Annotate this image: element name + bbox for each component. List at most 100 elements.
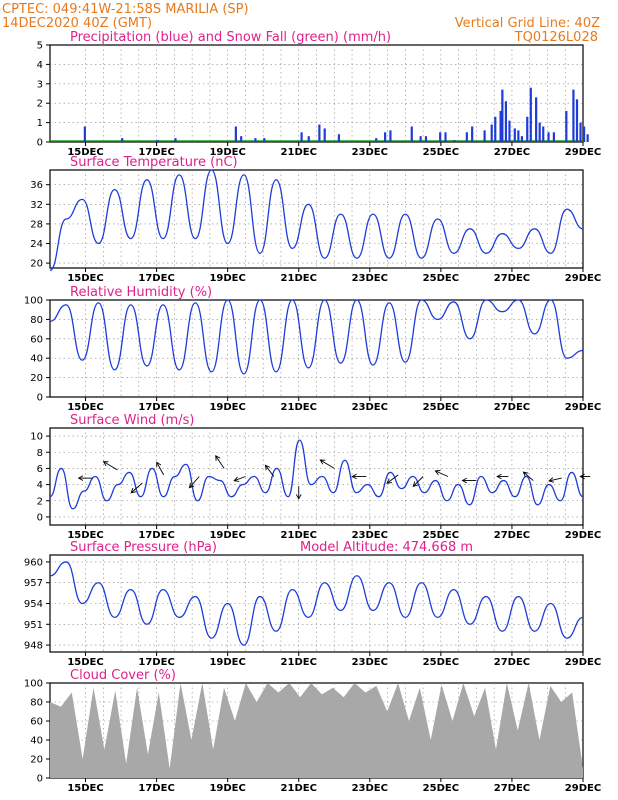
x-tick-label: 17DEC [138,273,174,284]
precip-bar [547,132,550,142]
panel-5: Surface Pressure (hPa) Model Altitude: 47… [24,540,601,668]
x-tick-label: 15DEC [67,783,103,794]
y-tick-label: 100 [24,296,43,307]
x-tick-label: 17DEC [138,657,174,668]
x-tick-label: 17DEC [138,783,174,794]
wind-arrow-head [295,494,302,500]
series-line [49,299,584,375]
precip-bar [254,138,257,142]
wind-arrow [386,474,399,484]
precip-bar [471,126,474,142]
y-tick-label: 0 [37,393,43,404]
wind-arrow-head [461,477,468,484]
wind-arrow [130,482,143,494]
panel-title: Precipitation (blue) and Snow Fall (gree… [70,30,391,45]
grid-note: Vertical Grid Line: 40Z [455,16,600,31]
precip-bar [384,132,387,142]
precip-bar [501,89,504,142]
x-tick-label: 29DEC [565,783,601,794]
x-tick-label: 23DEC [352,783,388,794]
x-tick-label: 25DEC [423,273,459,284]
x-tick-label: 17DEC [138,147,174,158]
x-tick-label: 15DEC [67,147,103,158]
y-tick-label: 2 [37,99,43,110]
y-tick-label: 36 [30,180,43,191]
precip-bar [513,128,516,142]
cloud-area [50,683,583,778]
wind-arrow [265,465,275,477]
wind-arrow [548,477,562,482]
x-tick-label: 19DEC [209,657,245,668]
precip-bar [504,101,508,142]
x-tick-label: 27DEC [494,147,530,158]
y-tick-label: 40 [30,354,43,365]
x-tick-label: 23DEC [352,273,388,284]
x-tick-label: 27DEC [494,273,530,284]
x-tick-label: 23DEC [352,147,388,158]
y-tick-label: 24 [30,239,43,250]
y-tick-label: 32 [30,200,43,211]
precip-bar [535,97,538,142]
wind-arrow-head [215,455,221,461]
wind-arrow-head [351,473,357,480]
precip-bar [174,138,177,142]
series [49,561,584,646]
precip-bar [508,120,511,142]
y-tick-label: 5 [37,41,43,52]
wind-arrow [103,461,118,471]
x-tick-label: 19DEC [209,530,245,541]
y-tick-label: 60 [30,717,43,728]
precip-bar [586,134,589,142]
precip-bar [419,136,422,142]
x-tick-label: 19DEC [209,273,245,284]
precip-bar [517,130,520,142]
y-tick-label: 6 [37,464,43,475]
wind-arrow [156,462,165,476]
wind-arrow-head [386,478,393,484]
x-tick-label: 15DEC [67,402,103,413]
precip-bar [375,138,378,142]
wind-arrow [215,455,225,469]
precip-bar [444,132,447,142]
precip-bar [520,136,524,142]
panel-title: Relative Humidity (%) [70,285,212,300]
precip-bar [499,110,502,142]
wind-arrow-head [434,470,441,476]
precip-bar [410,126,413,142]
y-tick-label: 20 [30,259,43,270]
wind-arrow-head [233,476,240,482]
precip-bar [323,128,326,142]
wind-arrow-head [319,459,326,465]
wind-arrow-head [188,482,195,489]
x-tick-label: 21DEC [281,530,317,541]
panel-title: Surface Pressure (hPa) [70,540,217,555]
precip-bar [483,130,486,142]
precip-bar [583,126,586,142]
x-tick-label: 27DEC [494,530,530,541]
x-tick-label: 27DEC [494,657,530,668]
y-tick-label: 1 [37,118,43,129]
y-tick-label: 3 [37,79,43,90]
series [49,299,584,375]
model-code: TQ0126L028 [514,30,598,45]
panel-title: Cloud Cover (%) [70,668,176,683]
wind-arrow [234,476,246,482]
precip-bar [494,116,497,142]
y-tick-label: 20 [30,755,43,766]
precip-bar [526,116,529,142]
x-tick-label: 21DEC [281,273,317,284]
wind-arrow-head [130,487,137,494]
precip-bar [300,132,303,142]
x-tick-label: 23DEC [352,530,388,541]
panel-title: Surface Wind (m/s) [70,413,194,428]
precip-bar [240,136,243,142]
precip-bar [121,138,124,142]
x-tick-label: 21DEC [281,147,317,158]
wind-arrow-head [548,477,555,483]
y-tick-label: 4 [37,480,43,491]
wind-arrow-head [264,464,271,471]
precip-bar [565,110,568,142]
x-tick-label: 29DEC [565,657,601,668]
x-tick-label: 25DEC [423,657,459,668]
y-tick-label: 20 [30,373,43,384]
